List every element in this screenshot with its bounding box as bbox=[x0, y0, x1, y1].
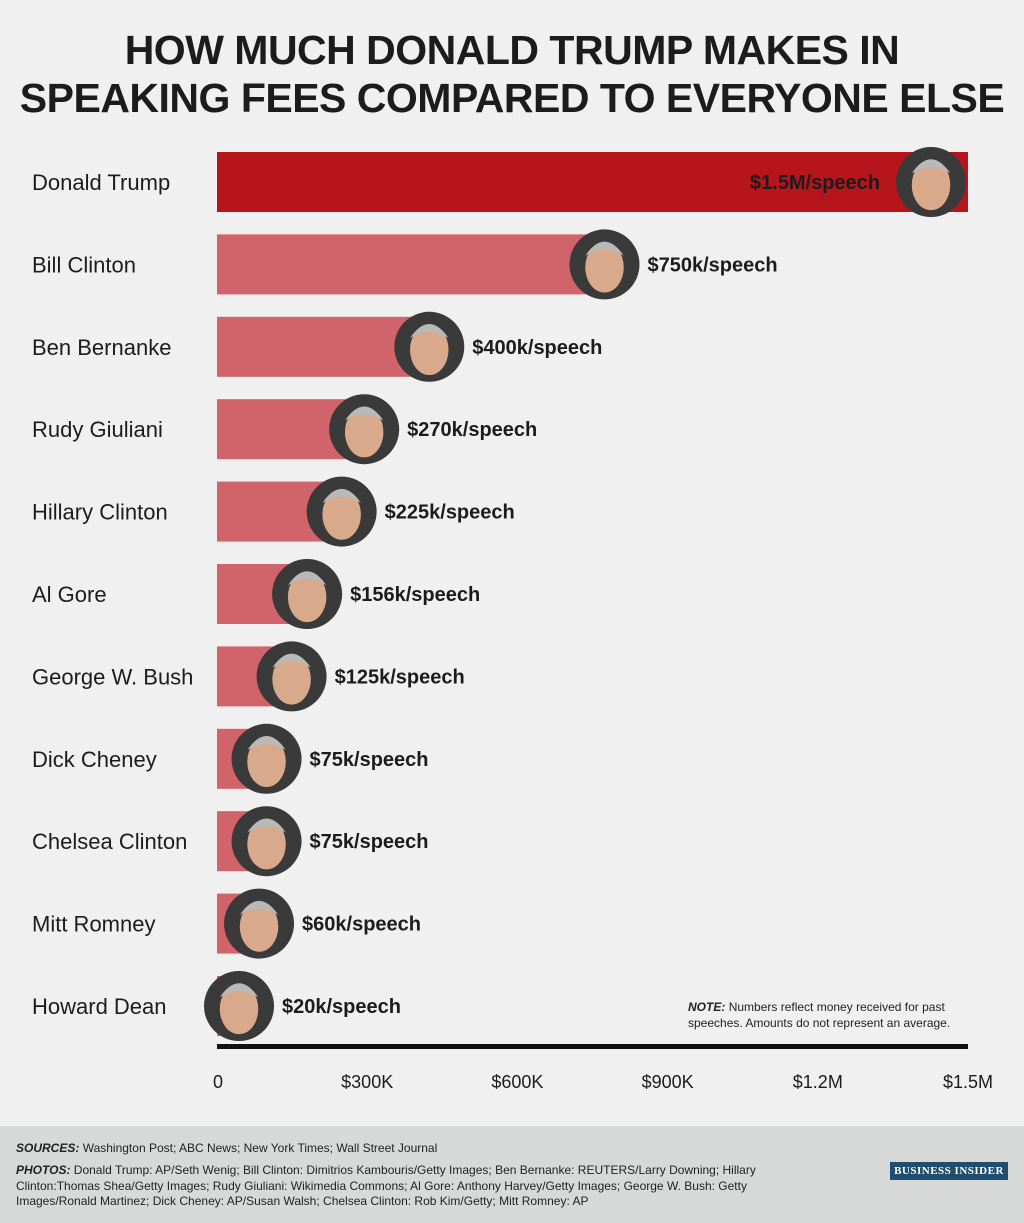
avatar-hair bbox=[272, 653, 311, 668]
avatar-hair bbox=[239, 900, 279, 915]
photos-text: Donald Trump: AP/Seth Wenig; Bill Clinto… bbox=[16, 1163, 756, 1208]
avatar-face bbox=[247, 736, 286, 787]
chart-title: HOW MUCH DONALD TRUMP MAKES IN SPEAKING … bbox=[0, 26, 1024, 122]
category-label-hillary-clinton: Hillary Clinton bbox=[32, 500, 168, 525]
category-label-rudy-giuliani: Rudy Giuliani bbox=[32, 417, 163, 442]
avatar-face bbox=[585, 242, 624, 293]
category-label-dick-cheney: Dick Cheney bbox=[32, 747, 157, 772]
avatar-face bbox=[247, 819, 286, 870]
avatar-face bbox=[410, 324, 449, 375]
x-axis-line bbox=[217, 1044, 968, 1049]
avatar-face bbox=[219, 983, 259, 1035]
value-label-rudy-giuliani: $270k/speech bbox=[407, 419, 537, 441]
value-label-mitt-romney: $60k/speech bbox=[302, 914, 421, 936]
category-label-howard-dean: Howard Dean bbox=[32, 994, 167, 1019]
sources-label: SOURCES: bbox=[16, 1141, 80, 1155]
avatar-al-gore bbox=[272, 559, 343, 629]
bar-chart: Donald Trump $1.5M/speech Bill Clinton $750… bbox=[32, 147, 993, 1092]
avatar-bill-clinton bbox=[569, 229, 640, 300]
category-label-mitt-romney: Mitt Romney bbox=[32, 912, 155, 937]
avatar-face bbox=[272, 654, 311, 705]
avatar-face bbox=[344, 407, 384, 458]
category-label-george-w-bush: George W. Bush bbox=[32, 664, 193, 689]
x-tick-label-1: $300K bbox=[341, 1072, 393, 1092]
avatar-george-w-bush bbox=[256, 641, 327, 712]
avatar-ben-bernanke bbox=[394, 311, 465, 382]
category-label-al-gore: Al Gore bbox=[32, 582, 107, 607]
avatar-hair bbox=[247, 736, 286, 751]
avatar-chelsea-clinton bbox=[231, 806, 302, 877]
avatar-hair bbox=[219, 983, 259, 998]
note-text: Numbers reflect money received for past … bbox=[688, 1000, 951, 1030]
category-label-chelsea-clinton: Chelsea Clinton bbox=[32, 829, 187, 854]
category-label-bill-clinton: Bill Clinton bbox=[32, 252, 136, 277]
value-label-hillary-clinton: $225k/speech bbox=[385, 502, 515, 524]
x-tick-label-4: $1.2M bbox=[793, 1072, 843, 1092]
x-tick-label-2: $600K bbox=[491, 1072, 543, 1092]
footer: SOURCES: Washington Post; ABC News; New … bbox=[0, 1126, 1024, 1223]
chart-note: NOTE: Numbers reflect money received for… bbox=[688, 999, 988, 1031]
avatar-mitt-romney bbox=[224, 888, 295, 959]
avatar-hair bbox=[585, 241, 624, 256]
value-label-al-gore: $156k/speech bbox=[350, 584, 480, 606]
avatar-donald-trump bbox=[896, 147, 966, 217]
avatar-face bbox=[322, 489, 361, 540]
x-tick-label-3: $900K bbox=[642, 1072, 694, 1092]
bar-ben-bernanke bbox=[217, 316, 418, 377]
avatar-hair bbox=[410, 324, 449, 339]
note-label: NOTE: bbox=[688, 1000, 726, 1014]
x-tick-label-0: 0 bbox=[213, 1072, 223, 1092]
avatar-face bbox=[287, 571, 327, 623]
category-label-donald-trump: Donald Trump bbox=[32, 170, 170, 195]
bar-donald-trump bbox=[217, 152, 968, 212]
bar-bill-clinton bbox=[217, 234, 593, 295]
sources-text: Washington Post; ABC News; New York Time… bbox=[82, 1141, 438, 1155]
value-label-ben-bernanke: $400k/speech bbox=[472, 337, 602, 359]
avatar-face bbox=[911, 159, 951, 211]
value-label-chelsea-clinton: $75k/speech bbox=[310, 831, 429, 853]
value-label-howard-dean: $20k/speech bbox=[282, 996, 401, 1018]
value-label-bill-clinton: $750k/speech bbox=[648, 254, 778, 276]
sources-line: SOURCES: Washington Post; ABC News; New … bbox=[16, 1141, 437, 1157]
category-label-ben-bernanke: Ben Bernanke bbox=[32, 335, 171, 360]
avatar-dick-cheney bbox=[231, 723, 302, 794]
avatar-hair bbox=[322, 488, 361, 503]
avatar-hair bbox=[287, 571, 327, 586]
avatar-hair bbox=[911, 159, 951, 174]
avatar-face bbox=[239, 901, 279, 952]
value-label-donald-trump: $1.5M/speech bbox=[750, 172, 880, 194]
brand-logo: BUSINESS INSIDER bbox=[890, 1162, 1008, 1180]
avatar-hair bbox=[247, 818, 286, 833]
chart-title-line-2: SPEAKING FEES COMPARED TO EVERYONE ELSE bbox=[19, 75, 1005, 121]
photo-credits: PHOTOS: Donald Trump: AP/Seth Wenig; Bil… bbox=[16, 1163, 776, 1210]
photos-label: PHOTOS: bbox=[16, 1163, 71, 1177]
avatar-hillary-clinton bbox=[306, 476, 377, 547]
chart-title-line-1: HOW MUCH DONALD TRUMP MAKES IN bbox=[124, 27, 900, 73]
value-label-george-w-bush: $125k/speech bbox=[335, 666, 465, 688]
avatar-howard-dean bbox=[204, 971, 275, 1041]
x-tick-label-5: $1.5M bbox=[943, 1072, 993, 1092]
avatar-rudy-giuliani bbox=[329, 394, 400, 465]
avatar-hair bbox=[344, 406, 384, 421]
value-label-dick-cheney: $75k/speech bbox=[310, 749, 429, 771]
